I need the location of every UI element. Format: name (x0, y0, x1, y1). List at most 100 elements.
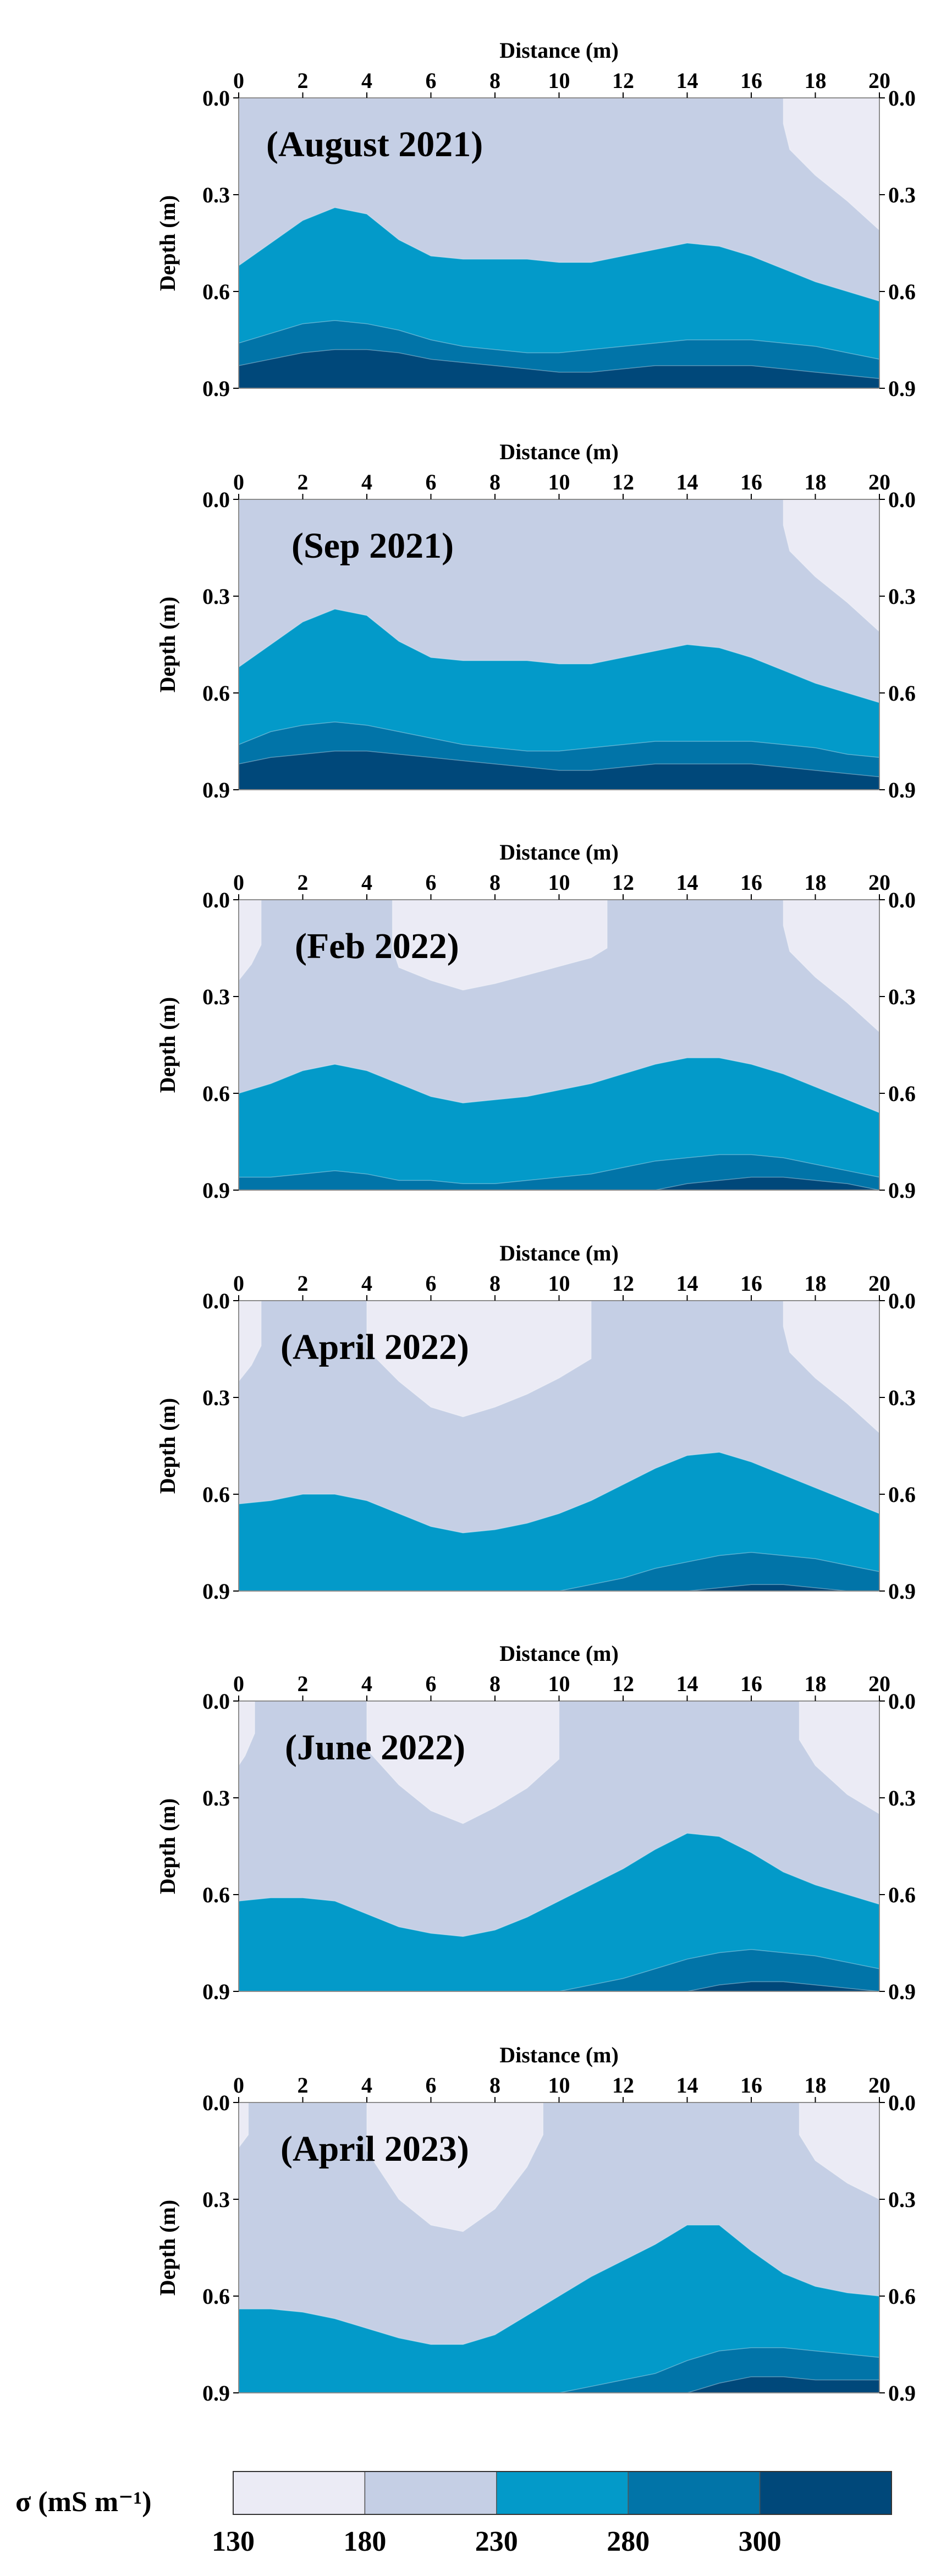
x-tick-label: 16 (740, 1271, 762, 1296)
y-tick-label-left: 0.0 (202, 1689, 230, 1714)
panel-title: (Sep 2021) (291, 526, 454, 566)
x-tick-label: 14 (676, 68, 698, 93)
contour-regions (239, 1301, 879, 1591)
y-tick-label-left: 0.3 (202, 183, 230, 207)
x-tick-label: 2 (298, 470, 309, 494)
contour-region-level-4 (687, 1584, 848, 1591)
y-tick-label-right: 0.3 (888, 1786, 916, 1810)
y-tick-label-left: 0.0 (202, 2090, 230, 2115)
legend-swatch-0 (233, 2471, 366, 2515)
x-tick-label: 12 (612, 2073, 634, 2098)
x-tick-label: 12 (612, 870, 634, 895)
y-tick-label-right: 0.9 (888, 778, 916, 802)
x-tick-label: 6 (426, 2073, 437, 2098)
contour-region-level-4 (239, 750, 879, 790)
y-tick-label-left: 0.9 (202, 2381, 230, 2406)
x-tick-label: 18 (805, 1671, 827, 1696)
x-tick-label: 16 (740, 2073, 762, 2098)
x-tick-label: 4 (361, 1671, 372, 1696)
x-tick-label: 2 (298, 1271, 309, 1296)
x-tick-label: 8 (489, 68, 500, 93)
y-tick-label-right: 0.6 (888, 681, 916, 706)
y-tick-label-left: 0.0 (202, 1289, 230, 1313)
y-axis-title: Depth (m) (155, 597, 180, 692)
y-axis-title: Depth (m) (155, 195, 180, 291)
y-tick-label-right: 0.9 (888, 376, 916, 401)
contour-region-level-0 (783, 98, 879, 231)
x-tick-label: 8 (489, 2073, 500, 2098)
x-tick-label: 12 (612, 1671, 634, 1696)
x-tick-label: 4 (361, 2073, 372, 2098)
y-tick-label-right: 0.3 (888, 584, 916, 609)
x-tick-label: 20 (868, 870, 890, 895)
y-tick-label-left: 0.6 (202, 2284, 230, 2309)
x-tick-label: 2 (298, 870, 309, 895)
y-tick-label-right: 0.6 (888, 1081, 916, 1106)
legend-title: σ (mS m⁻¹) (15, 2486, 152, 2518)
y-tick-label-left: 0.3 (202, 1786, 230, 1810)
panel-title: (Feb 2022) (295, 926, 459, 966)
contour-region-level-0 (239, 900, 262, 981)
x-tick-label: 2 (298, 68, 309, 93)
y-tick-label-right: 0.3 (888, 984, 916, 1009)
y-axis-title: Depth (m) (155, 2200, 180, 2296)
x-tick-label: 20 (868, 1671, 890, 1696)
y-tick-label-right: 0.3 (888, 183, 916, 207)
y-tick-label-left: 0.0 (202, 888, 230, 912)
y-tick-label-right: 0.0 (888, 888, 916, 912)
contour-regions (239, 1701, 879, 1991)
y-tick-label-left: 0.3 (202, 984, 230, 1009)
contour-region-level-0 (783, 900, 879, 1033)
y-tick-label-right: 0.0 (888, 1689, 916, 1714)
y-axis-title: Depth (m) (155, 1798, 180, 1894)
y-tick-label-right: 0.9 (888, 2381, 916, 2406)
y-axis-title: Depth (m) (155, 997, 180, 1093)
x-tick-label: 10 (548, 68, 570, 93)
y-tick-label-left: 0.0 (202, 487, 230, 512)
x-tick-label: 12 (612, 470, 634, 494)
contour-region-level-3 (559, 1948, 879, 1991)
legend-label: 230 (475, 2526, 518, 2557)
contour-region-level-2 (239, 1832, 879, 1991)
x-tick-label: 16 (740, 470, 762, 494)
x-tick-label: 2 (298, 1671, 309, 1696)
y-tick-label-left: 0.9 (202, 376, 230, 401)
panel-4: 0 2 4 6 8 10 12 14 16 18 20 Distance (m) 0.0 0.0 0.3 0.… (155, 1641, 916, 2004)
y-tick-label-left: 0.6 (202, 1482, 230, 1507)
contour-regions (239, 2102, 879, 2393)
x-tick-label: 10 (548, 1271, 570, 1296)
x-tick-label: 8 (489, 1271, 500, 1296)
y-tick-label-right: 0.9 (888, 1979, 916, 2004)
x-tick-label: 14 (676, 1271, 698, 1296)
x-tick-label: 8 (489, 470, 500, 494)
x-tick-label: 18 (805, 2073, 827, 2098)
x-tick-label: 14 (676, 870, 698, 895)
y-axis-title: Depth (m) (155, 1398, 180, 1494)
x-tick-label: 20 (868, 68, 890, 93)
x-tick-label: 0 (233, 870, 244, 895)
x-tick-label: 6 (426, 870, 437, 895)
x-tick-label: 20 (868, 1271, 890, 1296)
x-tick-label: 18 (805, 870, 827, 895)
contour-regions (239, 499, 879, 790)
x-axis-title: Distance (m) (499, 840, 619, 865)
x-tick-label: 12 (612, 68, 634, 93)
contour-region-level-0 (366, 1701, 560, 1824)
x-tick-label: 6 (426, 470, 437, 494)
panel-1: 0 2 4 6 8 10 12 14 16 18 20 Distance (m) 0.0 0.0 0.3 0.… (155, 439, 916, 802)
y-tick-label-left: 0.0 (202, 86, 230, 111)
y-tick-label-left: 0.9 (202, 778, 230, 802)
contour-region-level-4 (687, 2376, 879, 2393)
y-tick-label-right: 0.0 (888, 1289, 916, 1313)
y-tick-label-right: 0.9 (888, 1178, 916, 1203)
x-tick-label: 2 (298, 2073, 309, 2098)
legend-label: 300 (739, 2526, 782, 2557)
contour-region-level-0 (366, 1301, 592, 1417)
x-tick-label: 0 (233, 68, 244, 93)
contour-region-level-0 (783, 1301, 879, 1434)
contour-region-level-0 (239, 2102, 249, 2149)
y-tick-label-left: 0.6 (202, 279, 230, 304)
y-tick-label-left: 0.3 (202, 584, 230, 609)
y-tick-label-left: 0.9 (202, 1979, 230, 2004)
